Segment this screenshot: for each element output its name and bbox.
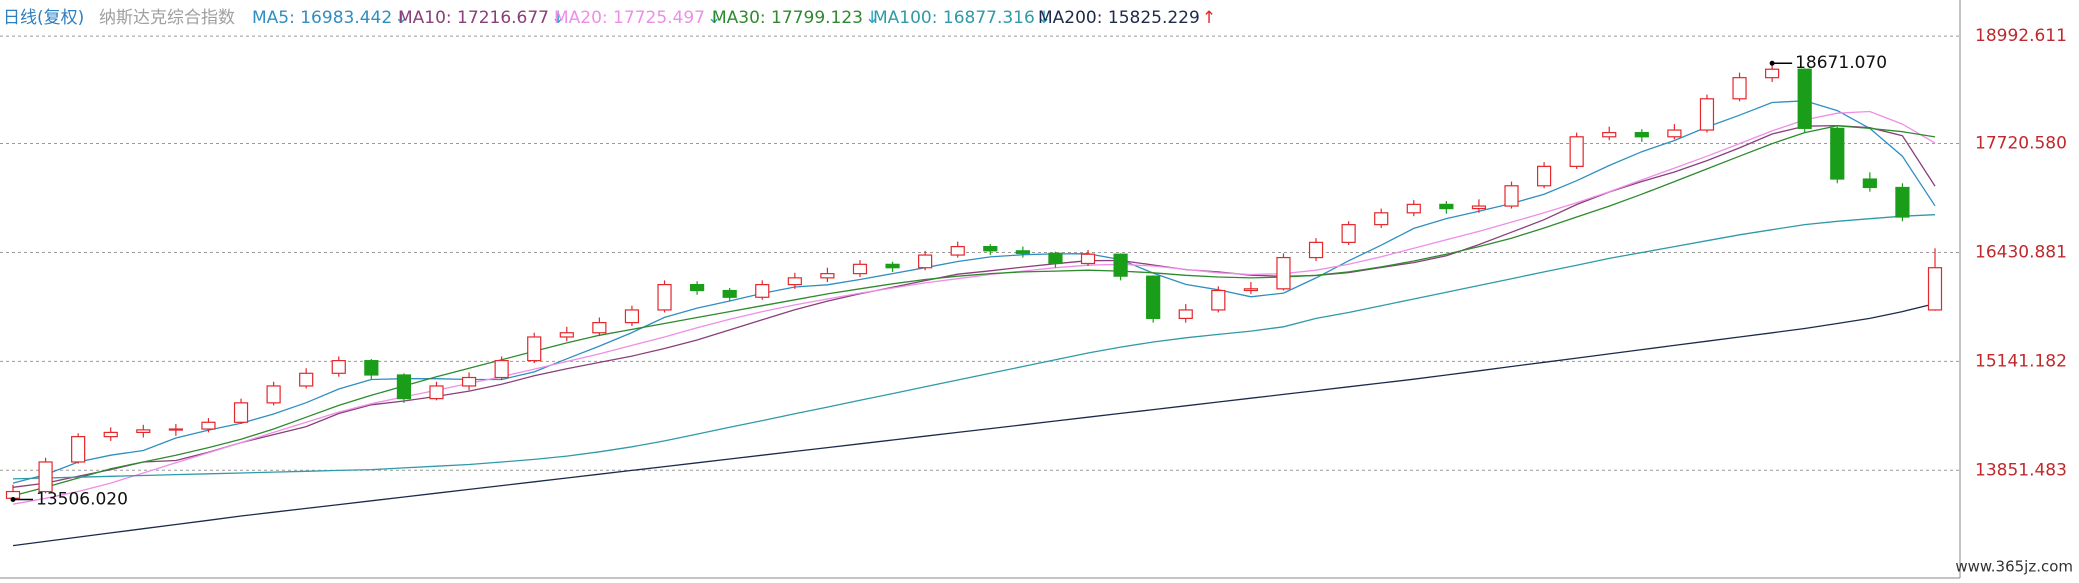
candle-body xyxy=(559,332,574,338)
candle-body xyxy=(1471,205,1487,210)
candle-body xyxy=(1927,267,1943,311)
y-tick-label: 17720.580 xyxy=(1975,134,2067,154)
candle-body xyxy=(201,421,216,430)
candle-body xyxy=(71,436,86,463)
candle-body xyxy=(168,428,183,431)
legend-arrow: ↓ xyxy=(707,8,721,28)
candle-body xyxy=(103,431,118,438)
candle-body xyxy=(331,360,346,374)
candle-body xyxy=(820,273,835,279)
candle-body xyxy=(1765,68,1780,79)
candle-body xyxy=(918,254,933,269)
candle-body xyxy=(1895,186,1910,218)
watermark: www.365jz.com xyxy=(1955,558,2073,576)
candle-body xyxy=(624,309,640,324)
legend-entry: MA30: 17799.123 xyxy=(712,8,863,28)
candle-body xyxy=(527,336,542,362)
candle-body xyxy=(1308,241,1324,259)
candle-body xyxy=(1113,253,1128,277)
labels: 13851.483 15141.182 16430.881 17720.580 1899… xyxy=(10,26,2067,509)
ma-line xyxy=(12,125,1936,497)
candle-body xyxy=(1536,165,1552,187)
candle-body xyxy=(38,461,53,493)
legend-entry: MA10: 17216.677 xyxy=(398,8,549,28)
candle-body xyxy=(1830,127,1845,180)
candle-body xyxy=(1178,309,1193,319)
candle-body xyxy=(1862,178,1877,189)
ma-line xyxy=(12,110,1936,505)
candle-body xyxy=(1602,131,1617,138)
legend-entry: MA200: 15825.229 xyxy=(1038,8,1200,28)
candle-body xyxy=(1667,129,1682,138)
candle-body xyxy=(1732,77,1747,100)
extreme-label: 18671.070 xyxy=(1795,53,1887,73)
ma-lines xyxy=(12,100,1936,547)
extreme-label: 13506.020 xyxy=(36,489,128,509)
candle-body xyxy=(1048,252,1063,265)
extreme-dot xyxy=(1769,60,1775,66)
legend-entry: MA5: 16983.442 xyxy=(252,8,392,28)
y-tick-label: 16430.881 xyxy=(1975,242,2067,262)
candle-body xyxy=(592,322,607,334)
candle-body xyxy=(1406,203,1421,214)
candle-body xyxy=(1634,131,1649,138)
index-name: 纳斯达克综合指数 xyxy=(99,8,235,28)
candle-body xyxy=(299,372,314,387)
candle-body xyxy=(1276,256,1291,290)
ma-line xyxy=(12,302,1936,547)
legend-entry: MA100: 16877.316 xyxy=(873,8,1035,28)
legend-arrow: ↓ xyxy=(865,8,879,28)
candle-body xyxy=(1569,136,1584,167)
candle-body xyxy=(1146,275,1161,319)
candle-body xyxy=(1015,250,1030,254)
candle-body xyxy=(266,385,281,404)
candle-body xyxy=(494,360,509,379)
candle-body xyxy=(983,246,998,252)
ma-line xyxy=(12,214,1936,480)
candle-body xyxy=(1439,203,1454,210)
candle-body xyxy=(787,277,802,286)
y-tick-label: 18992.611 xyxy=(1975,26,2067,46)
candle-body xyxy=(1080,253,1096,265)
candle-body xyxy=(1243,288,1258,292)
candle-body xyxy=(755,284,770,298)
candle-body xyxy=(1504,185,1519,207)
candle-body xyxy=(852,263,868,275)
candle-body xyxy=(950,246,965,256)
legend-arrow: ↑ xyxy=(1202,8,1216,28)
legend-arrow: ↓ xyxy=(551,8,565,28)
candle-body xyxy=(364,360,379,376)
candle-body xyxy=(657,284,672,311)
ma-line xyxy=(12,100,1936,484)
candle-body xyxy=(233,402,249,423)
candles xyxy=(5,63,1943,500)
candle-body xyxy=(690,284,705,292)
candle-body xyxy=(1797,68,1812,129)
candle-body xyxy=(396,374,412,400)
candle-body xyxy=(429,385,444,400)
candle-body xyxy=(1341,224,1356,243)
y-tick-label: 13851.483 xyxy=(1975,460,2067,480)
candle-body xyxy=(1374,212,1389,226)
legend-entry: MA20: 17725.497 xyxy=(554,8,705,28)
y-tick-label: 15141.182 xyxy=(1975,351,2067,371)
period-label: 日线(复权) xyxy=(3,8,84,28)
legend-arrow: ↓ xyxy=(1037,8,1051,28)
legend-arrow: ↓ xyxy=(394,8,408,28)
candle-body xyxy=(722,289,737,298)
extreme-dot xyxy=(10,496,16,502)
candle-body xyxy=(461,376,477,387)
candle-body xyxy=(1699,98,1715,131)
candle-body xyxy=(885,263,900,269)
candle-body xyxy=(1211,289,1226,311)
candle-body xyxy=(136,429,151,434)
